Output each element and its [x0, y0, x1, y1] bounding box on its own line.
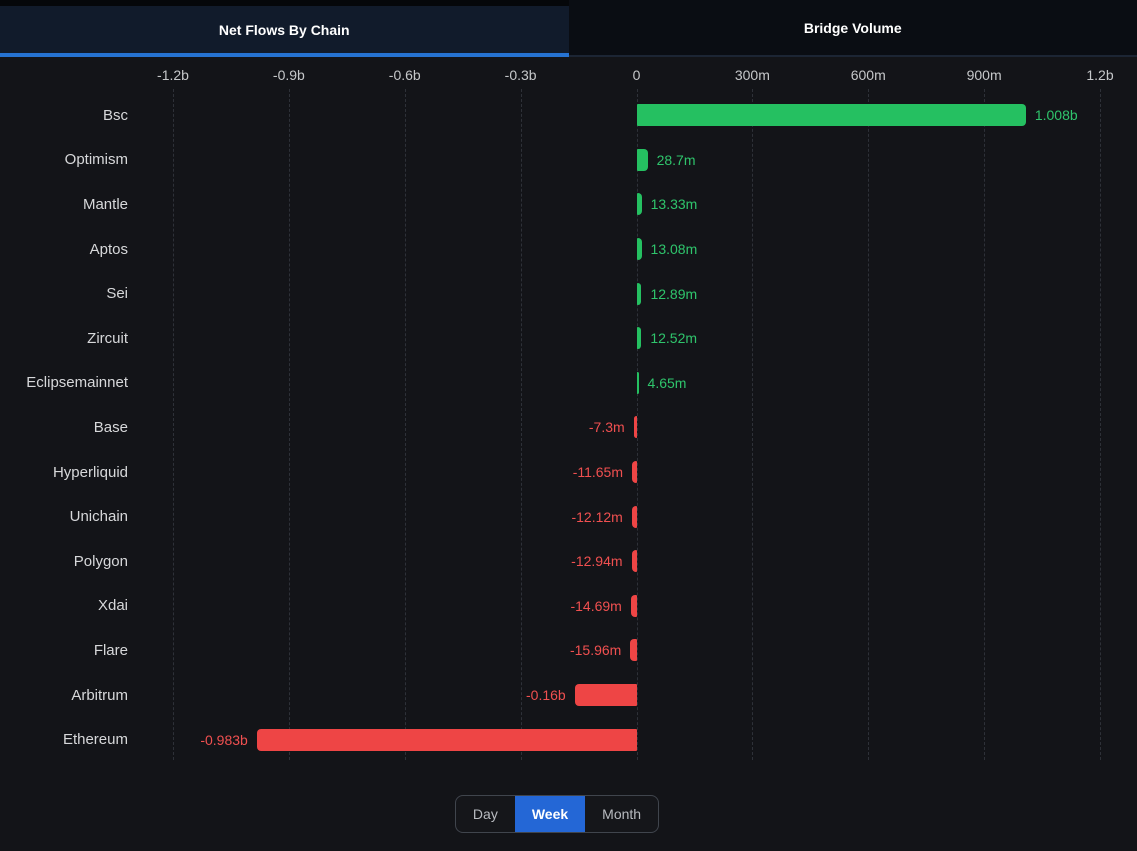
- x-axis: -1.2b -0.9b -0.6b -0.3b 0 300m 600m 900m 1.2b: [157, 59, 1114, 93]
- net-flow-bar[interactable]: [636, 238, 642, 261]
- x-tick-label: 900m: [966, 67, 1002, 83]
- chain-label: Bsc: [102, 106, 128, 124]
- tab-bridge-volume[interactable]: Bridge Volume: [568, 0, 1137, 57]
- row-plot: 1.008b: [173, 93, 1100, 138]
- row-plot: 13.33m: [173, 182, 1100, 227]
- chart-row: Zircuit 12.52m: [0, 316, 1137, 361]
- chart-row: Ethereum -0.983b: [0, 717, 1137, 762]
- chart-row: Mantle 13.33m: [0, 182, 1137, 227]
- net-flow-bar[interactable]: [636, 371, 639, 394]
- period-toggle-wrap: Day Week Month: [0, 795, 1114, 833]
- x-tick-label: -0.3b: [504, 67, 537, 83]
- row-plot: 28.7m: [173, 138, 1100, 183]
- chart-row: Aptos 13.08m: [0, 227, 1137, 272]
- net-flow-bar[interactable]: [630, 639, 637, 662]
- net-flow-bar[interactable]: [636, 148, 648, 171]
- chain-label: Base: [93, 418, 128, 436]
- row-plot: 4.65m: [173, 361, 1100, 406]
- bar-value-label: 12.52m: [650, 330, 698, 347]
- bar-value-label: -12.94m: [571, 553, 623, 570]
- x-tick-label: -1.2b: [157, 67, 189, 83]
- chart-row: Unichain -12.12m: [0, 494, 1137, 539]
- chain-label: Hyperliquid: [52, 463, 128, 481]
- x-tick-label: -0.6b: [388, 67, 421, 83]
- bar-value-label: 12.89m: [650, 285, 698, 302]
- net-flow-bar[interactable]: [636, 104, 1026, 127]
- chart-rows: Bsc 1.008b Optimism 28.7m Mantle 13.33m Aptos 1…: [0, 93, 1137, 762]
- net-flow-bar[interactable]: [633, 416, 637, 439]
- chart-row: Bsc 1.008b: [0, 93, 1137, 138]
- tab-label: Bridge Volume: [803, 19, 902, 36]
- period-button-day[interactable]: Day: [456, 796, 515, 832]
- net-flow-bar[interactable]: [631, 550, 637, 573]
- tab-net-flows-by-chain[interactable]: Net Flows By Chain: [0, 6, 569, 57]
- row-plot: -0.16b: [173, 673, 1100, 718]
- x-tick-label: 0: [632, 67, 641, 83]
- chain-label: Eclipsemainnet: [26, 374, 128, 392]
- chain-label: Zircuit: [87, 329, 128, 347]
- net-flow-bar[interactable]: [574, 684, 637, 707]
- x-tick-label: 300m: [734, 67, 770, 83]
- bar-value-label: -11.65m: [572, 464, 624, 481]
- chart-row: Polygon -12.94m: [0, 539, 1137, 584]
- net-flow-bar[interactable]: [636, 193, 642, 216]
- chain-label: Unichain: [69, 508, 128, 526]
- row-plot: -7.3m: [173, 405, 1100, 450]
- row-plot: -12.94m: [173, 539, 1100, 584]
- period-toggle-group: Day Week Month: [454, 795, 660, 833]
- row-plot: -12.12m: [173, 494, 1100, 539]
- chain-label: Arbitrum: [71, 686, 128, 704]
- chart-row: Eclipsemainnet 4.65m: [0, 361, 1137, 406]
- row-plot: -11.65m: [173, 450, 1100, 495]
- net-flow-bar[interactable]: [636, 327, 642, 350]
- tab-bar: Net Flows By Chain Bridge Volume: [0, 0, 1137, 57]
- chart-row: Xdai -14.69m: [0, 584, 1137, 629]
- bar-value-label: -0.983b: [200, 731, 248, 748]
- bar-value-label: 13.08m: [650, 241, 698, 258]
- chain-label: Ethereum: [62, 731, 128, 749]
- chain-label: Optimism: [64, 151, 128, 169]
- x-tick-label: 600m: [850, 67, 886, 83]
- net-flow-bar[interactable]: [630, 594, 637, 617]
- bar-value-label: -15.96m: [569, 642, 622, 659]
- bar-value-label: -7.3m: [588, 419, 625, 436]
- net-flow-bar[interactable]: [256, 728, 637, 751]
- bar-value-label: 13.33m: [650, 196, 698, 213]
- bar-value-label: 4.65m: [647, 374, 687, 391]
- chart-row: Arbitrum -0.16b: [0, 673, 1137, 718]
- net-flows-chart: -1.2b -0.9b -0.6b -0.3b 0 300m 600m 900m 1.2b Bs…: [0, 57, 1137, 762]
- tab-label: Net Flows By Chain: [218, 21, 350, 38]
- chart-row: Optimism 28.7m: [0, 138, 1137, 183]
- bar-value-label: -12.12m: [571, 508, 623, 525]
- row-plot: -14.69m: [173, 584, 1100, 629]
- chain-label: Aptos: [89, 240, 128, 258]
- x-tick-label: -0.9b: [272, 67, 305, 83]
- row-plot: 12.52m: [173, 316, 1100, 361]
- chart-row: Sei 12.89m: [0, 271, 1137, 316]
- chart-row: Base -7.3m: [0, 405, 1137, 450]
- chart-row: Flare -15.96m: [0, 628, 1137, 673]
- chart-body: Bsc 1.008b Optimism 28.7m Mantle 13.33m Aptos 1…: [0, 89, 1137, 762]
- chain-label: Flare: [93, 641, 128, 659]
- bar-value-label: 1.008b: [1034, 107, 1078, 124]
- x-tick-label: 1.2b: [1086, 67, 1114, 83]
- net-flow-bar[interactable]: [631, 505, 637, 528]
- bar-value-label: 28.7m: [656, 151, 696, 168]
- bar-value-label: -14.69m: [570, 597, 622, 614]
- chain-label: Sei: [106, 285, 128, 303]
- row-plot: -15.96m: [173, 628, 1100, 673]
- bar-value-label: -0.16b: [526, 687, 566, 704]
- period-button-month[interactable]: Month: [585, 796, 658, 832]
- period-button-week[interactable]: Week: [514, 796, 586, 832]
- row-plot: 12.89m: [173, 271, 1100, 316]
- row-plot: 13.08m: [173, 227, 1100, 272]
- row-plot: -0.983b: [173, 717, 1100, 762]
- net-flow-bar[interactable]: [636, 282, 642, 305]
- chain-label: Polygon: [73, 552, 128, 570]
- chart-row: Hyperliquid -11.65m: [0, 450, 1137, 495]
- chain-label: Xdai: [97, 597, 128, 615]
- chain-label: Mantle: [82, 195, 128, 213]
- net-flow-bar[interactable]: [632, 461, 637, 484]
